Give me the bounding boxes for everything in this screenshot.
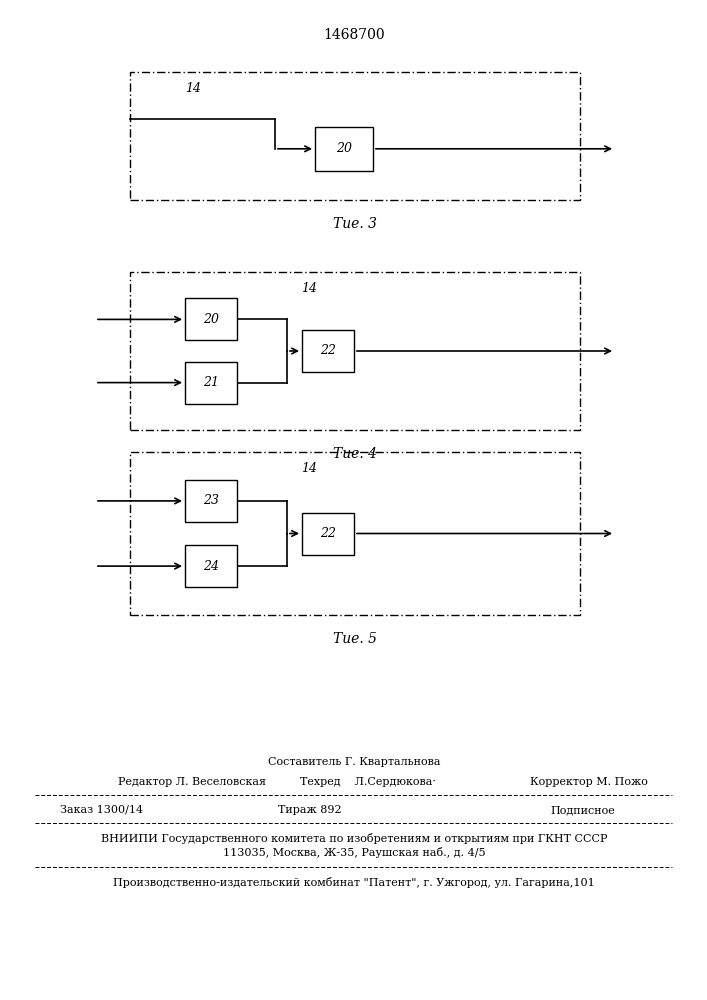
- Text: ВНИИПИ Государственного комитета по изобретениям и открытиям при ГКНТ СССР: ВНИИПИ Государственного комитета по изоб…: [101, 832, 607, 844]
- Text: Подписное: Подписное: [550, 805, 615, 815]
- Text: Τие. 4: Τие. 4: [333, 447, 377, 461]
- Bar: [302, 330, 354, 372]
- Text: 20: 20: [203, 313, 219, 326]
- Bar: [130, 72, 580, 200]
- Bar: [185, 362, 237, 404]
- Text: 22: 22: [320, 527, 336, 540]
- Text: 23: 23: [203, 494, 219, 507]
- Text: 14: 14: [301, 282, 317, 295]
- Text: Τие. 3: Τие. 3: [333, 217, 377, 231]
- Text: 14: 14: [185, 82, 201, 95]
- Text: 20: 20: [336, 142, 352, 155]
- Bar: [130, 452, 580, 615]
- Bar: [185, 298, 237, 340]
- Text: 14: 14: [301, 462, 317, 475]
- Text: 1468700: 1468700: [323, 28, 385, 42]
- Text: Заказ 1300/14: Заказ 1300/14: [60, 805, 143, 815]
- Bar: [315, 127, 373, 171]
- Text: Тираж 892: Тираж 892: [278, 805, 341, 815]
- Text: 21: 21: [203, 376, 219, 389]
- Text: Производственно-издательский комбинат "Патент", г. Ужгород, ул. Гагарина,101: Производственно-издательский комбинат "П…: [113, 876, 595, 888]
- Text: Редактор Л. Веселовская: Редактор Л. Веселовская: [118, 777, 266, 787]
- Text: 22: 22: [320, 344, 336, 358]
- Text: 113035, Москва, Ж-35, Раушская наб., д. 4/5: 113035, Москва, Ж-35, Раушская наб., д. …: [223, 848, 485, 858]
- Text: Τие. 5: Τие. 5: [333, 632, 377, 646]
- Bar: [185, 545, 237, 587]
- Bar: [130, 272, 580, 430]
- Text: Техред    Л.Сердюкова·: Техред Л.Сердюкова·: [300, 777, 436, 787]
- Bar: [302, 512, 354, 554]
- Text: 24: 24: [203, 560, 219, 573]
- Text: Составитель Г. Квартальнова: Составитель Г. Квартальнова: [268, 757, 440, 767]
- Bar: [185, 480, 237, 522]
- Text: Корректор М. Пожо: Корректор М. Пожо: [530, 777, 648, 787]
